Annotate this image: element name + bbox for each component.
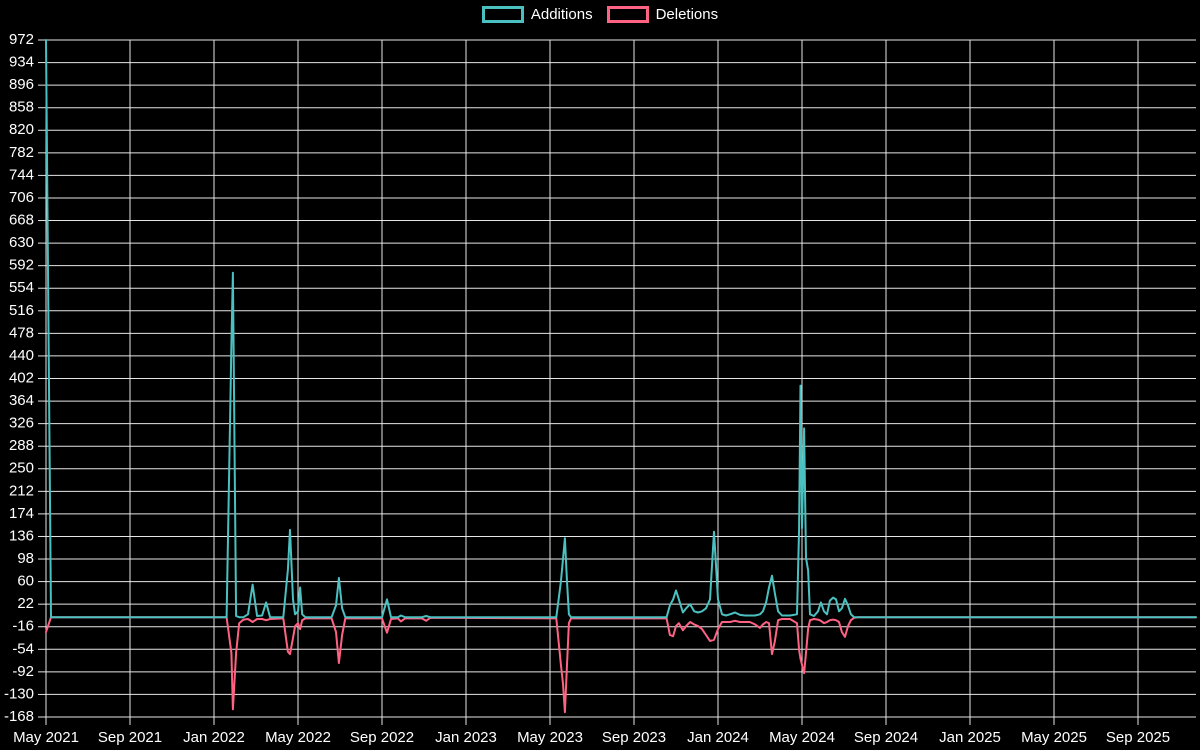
y-tick-label: 668 — [9, 212, 34, 229]
chart-legend: Additions Deletions — [0, 6, 1200, 23]
y-tick-label: 136 — [9, 527, 34, 544]
y-tick-label: 440 — [9, 347, 34, 364]
deletions-line — [45, 616, 1197, 714]
y-tick-label: 972 — [9, 31, 34, 48]
y-tick-label: -16 — [12, 618, 34, 635]
x-tick-label: Sep 2025 — [1106, 729, 1170, 746]
y-tick-label: 592 — [9, 257, 34, 274]
y-tick-label: 212 — [9, 482, 34, 499]
y-tick-label: 554 — [9, 279, 34, 296]
x-tick-label: May 2024 — [769, 729, 835, 746]
y-tick-label: 820 — [9, 121, 34, 138]
x-tick-label: Jan 2022 — [183, 729, 245, 746]
x-tick-label: Sep 2022 — [350, 729, 414, 746]
legend-item-deletions[interactable]: Deletions — [606, 6, 719, 23]
x-tick-label: Jan 2025 — [939, 729, 1001, 746]
legend-item-additions[interactable]: Additions — [481, 6, 593, 23]
y-tick-label: 174 — [9, 505, 34, 522]
y-tick-label: 288 — [9, 437, 34, 454]
x-tick-label: Jan 2023 — [435, 729, 497, 746]
y-tick-label: 744 — [9, 166, 34, 183]
y-tick-label: -54 — [12, 640, 34, 657]
y-tick-label: -92 — [12, 663, 34, 680]
additions-swatch — [481, 6, 524, 23]
x-tick-label: Sep 2023 — [602, 729, 666, 746]
y-tick-label: 250 — [9, 460, 34, 477]
y-tick-label: 934 — [9, 54, 34, 71]
y-tick-label: 516 — [9, 302, 34, 319]
y-tick-label: -168 — [4, 708, 34, 725]
y-tick-label: 364 — [9, 392, 34, 409]
additions-line — [45, 39, 1197, 619]
y-tick-label: 402 — [9, 369, 34, 386]
x-tick-label: Jan 2024 — [687, 729, 749, 746]
y-tick-label: -130 — [4, 685, 34, 702]
y-tick-label: 896 — [9, 76, 34, 93]
x-tick-label: Sep 2024 — [854, 729, 918, 746]
y-tick-label: 782 — [9, 144, 34, 161]
x-tick-label: Sep 2021 — [98, 729, 162, 746]
x-tick-label: May 2022 — [265, 729, 331, 746]
deletions-swatch — [606, 6, 649, 23]
y-tick-label: 22 — [17, 595, 34, 612]
legend-label-deletions: Deletions — [655, 6, 719, 23]
legend-label-additions: Additions — [530, 6, 593, 23]
y-tick-label: 630 — [9, 234, 34, 251]
y-tick-label: 706 — [9, 189, 34, 206]
x-tick-label: May 2021 — [13, 729, 79, 746]
x-tick-label: May 2025 — [1021, 729, 1087, 746]
x-tick-label: May 2023 — [517, 729, 583, 746]
y-tick-label: 60 — [17, 573, 34, 590]
y-tick-label: 478 — [9, 324, 34, 341]
y-tick-label: 326 — [9, 415, 34, 432]
y-tick-label: 98 — [17, 550, 34, 567]
y-tick-label: 858 — [9, 99, 34, 116]
